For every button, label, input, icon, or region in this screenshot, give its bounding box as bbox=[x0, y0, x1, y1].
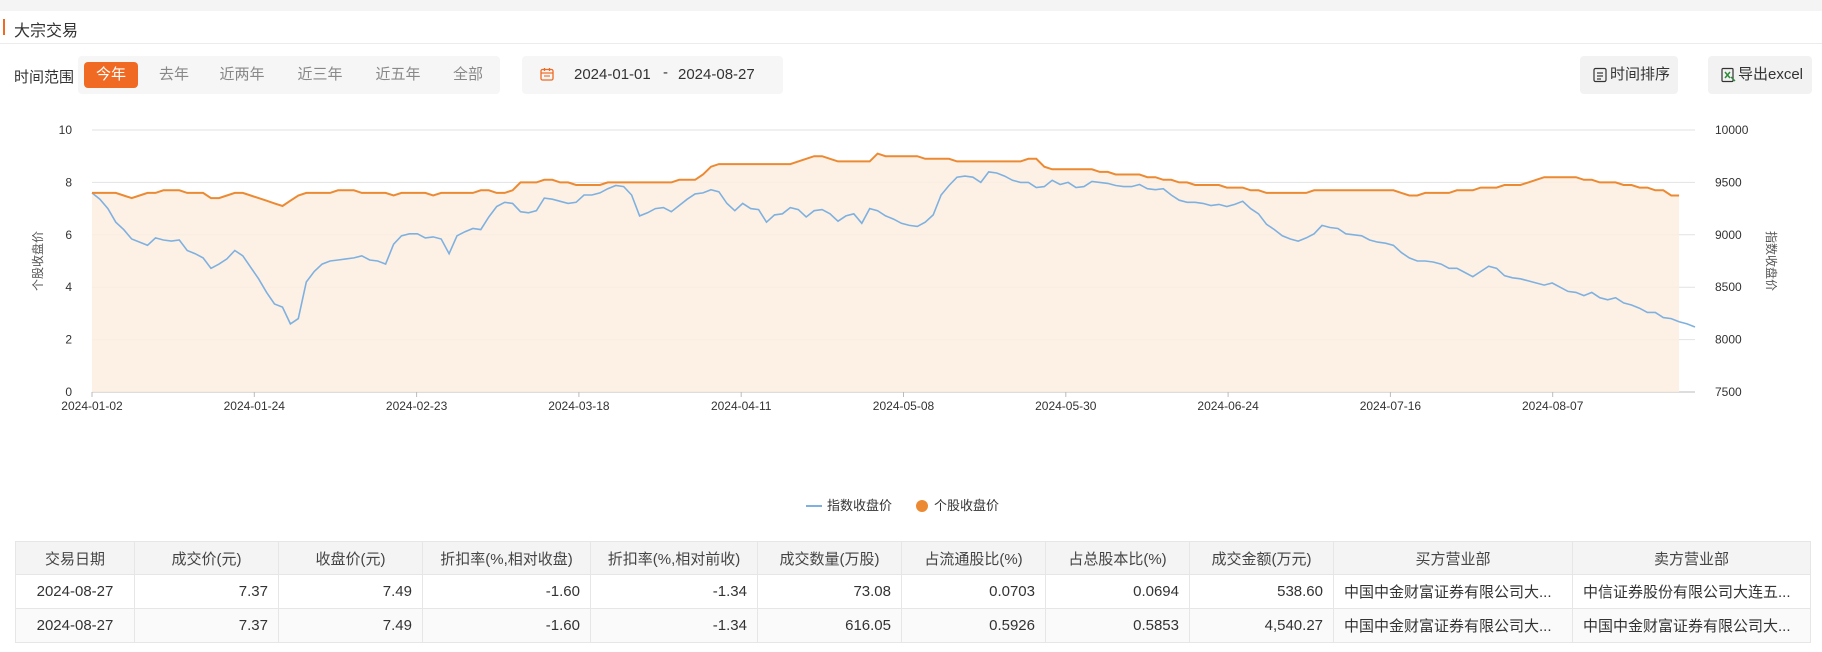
legend-index-label[interactable]: 指数收盘价 bbox=[827, 498, 892, 513]
cell-discount-prev: -1.34 bbox=[590, 574, 758, 609]
chart-legend[interactable]: 指数收盘价 个股收盘价 bbox=[806, 498, 999, 513]
y-right-tick-label: 9500 bbox=[1715, 175, 1742, 189]
time-sort-button[interactable]: 时间排序 bbox=[1580, 56, 1678, 94]
cell-amount: 4,540.27 bbox=[1189, 608, 1334, 643]
y-left-tick-label: 4 bbox=[65, 280, 72, 294]
y-right-tick-label: 8000 bbox=[1715, 333, 1742, 347]
legend-stock-label[interactable]: 个股收盘价 bbox=[934, 498, 999, 513]
cell-float-ratio: 0.5926 bbox=[901, 608, 1046, 643]
excel-icon bbox=[1721, 67, 1736, 83]
cell-seller[interactable]: 中信证券股份有限公司大连五... bbox=[1572, 574, 1811, 609]
y-left-tick-label: 2 bbox=[65, 333, 72, 347]
y-right-tick-label: 10000 bbox=[1715, 123, 1749, 137]
col-discount-close[interactable]: 折扣率(%,相对收盘) bbox=[422, 541, 591, 575]
start-date[interactable]: 2024-01-01 bbox=[574, 66, 651, 83]
y-right-tick-label: 9000 bbox=[1715, 228, 1742, 242]
range-all-button[interactable]: 全部 bbox=[452, 66, 483, 83]
range-three-years-button[interactable]: 近三年 bbox=[297, 66, 343, 83]
cell-close-price: 7.49 bbox=[278, 574, 423, 609]
x-tick-label: 2024-05-30 bbox=[1035, 399, 1097, 413]
block-trade-table: 交易日期 成交价(元) 收盘价(元) 折扣率(%,相对收盘) 折扣率(%,相对前… bbox=[15, 541, 1811, 643]
toolbar: 时间范围 今年 去年 近两年 近三年 近五年 全部 2024-01-01 - 2… bbox=[0, 56, 1822, 94]
time-sort-label: 时间排序 bbox=[1610, 66, 1671, 83]
x-tick-label: 2024-08-07 bbox=[1522, 399, 1584, 413]
table-row: 2024-08-27 7.37 7.49 -1.60 -1.34 616.05 … bbox=[15, 608, 1811, 643]
col-close-price[interactable]: 收盘价(元) bbox=[278, 541, 423, 575]
cell-discount-close: -1.60 bbox=[422, 574, 591, 609]
col-seller[interactable]: 卖方营业部 bbox=[1572, 541, 1811, 575]
y-left-tick-label: 0 bbox=[65, 385, 72, 399]
index-close-line bbox=[91, 171, 1696, 328]
x-tick-label: 2024-02-23 bbox=[386, 399, 448, 413]
cell-trade-price: 7.37 bbox=[134, 574, 279, 609]
range-two-years-button[interactable]: 近两年 bbox=[219, 66, 265, 83]
chart-ticks: 0 7500 2 8000 4 8500 6 9000 8 9500 10 10000 2024-01-… bbox=[59, 123, 1749, 413]
cell-trade-price: 7.37 bbox=[134, 608, 279, 643]
cell-float-ratio: 0.0703 bbox=[901, 574, 1046, 609]
cell-buyer[interactable]: 中国中金财富证券有限公司大... bbox=[1333, 574, 1573, 609]
export-excel-label: 导出excel bbox=[1738, 66, 1804, 83]
range-this-year-button[interactable]: 今年 bbox=[84, 62, 138, 88]
x-tick-label: 2024-01-02 bbox=[61, 399, 123, 413]
range-last-year-button[interactable]: 去年 bbox=[158, 66, 189, 83]
table-row: 2024-08-27 7.37 7.49 -1.60 -1.34 73.08 0… bbox=[15, 574, 1811, 609]
col-volume[interactable]: 成交数量(万股) bbox=[757, 541, 902, 575]
end-date[interactable]: 2024-08-27 bbox=[678, 66, 755, 83]
cell-close-price: 7.49 bbox=[278, 608, 423, 643]
col-trade-price[interactable]: 成交价(元) bbox=[134, 541, 279, 575]
y-left-tick-label: 6 bbox=[65, 228, 72, 242]
cell-seller[interactable]: 中国中金财富证券有限公司大... bbox=[1572, 608, 1811, 643]
section-header: 大宗交易 bbox=[0, 11, 1822, 44]
time-range-label: 时间范围 bbox=[14, 69, 75, 86]
cell-volume: 73.08 bbox=[757, 574, 902, 609]
col-trade-date[interactable]: 交易日期 bbox=[15, 541, 135, 575]
x-tick-label: 2024-04-11 bbox=[711, 399, 772, 413]
section-title: 大宗交易 bbox=[14, 23, 79, 40]
price-chart: 0 7500 2 8000 4 8500 6 9000 8 9500 10 10000 2024-01-… bbox=[30, 123, 1779, 513]
cell-buyer[interactable]: 中国中金财富证券有限公司大... bbox=[1333, 608, 1573, 643]
y-right-tick-label: 8500 bbox=[1715, 280, 1742, 294]
left-axis-title: 个股收盘价 bbox=[30, 231, 45, 291]
cell-total-ratio: 0.5853 bbox=[1045, 608, 1190, 643]
cell-volume: 616.05 bbox=[757, 608, 902, 643]
table-header-row: 交易日期 成交价(元) 收盘价(元) 折扣率(%,相对收盘) 折扣率(%,相对前… bbox=[15, 541, 1811, 575]
cell-discount-prev: -1.34 bbox=[590, 608, 758, 643]
stock-price-area bbox=[92, 153, 1680, 392]
cell-discount-close: -1.60 bbox=[422, 608, 591, 643]
col-float-ratio[interactable]: 占流通股比(%) bbox=[901, 541, 1046, 575]
cell-amount: 538.60 bbox=[1189, 574, 1334, 609]
range-five-years-button[interactable]: 近五年 bbox=[375, 66, 421, 83]
calendar-icon bbox=[540, 68, 554, 81]
x-tick-label: 2024-06-24 bbox=[1197, 399, 1259, 413]
col-total-ratio[interactable]: 占总股本比(%) bbox=[1045, 541, 1190, 575]
col-discount-prev[interactable]: 折扣率(%,相对前收) bbox=[590, 541, 758, 575]
right-axis-title: 指数收盘价 bbox=[1764, 231, 1779, 291]
col-buyer[interactable]: 买方营业部 bbox=[1333, 541, 1573, 575]
y-right-tick-label: 7500 bbox=[1715, 385, 1742, 399]
x-tick-label: 2024-05-08 bbox=[873, 399, 935, 413]
stock-close-line bbox=[92, 152, 1680, 208]
y-left-tick-label: 8 bbox=[65, 175, 72, 189]
sort-icon bbox=[1593, 67, 1607, 83]
x-tick-label: 2024-03-18 bbox=[548, 399, 610, 413]
cell-total-ratio: 0.0694 bbox=[1045, 574, 1190, 609]
y-left-tick-label: 10 bbox=[59, 123, 73, 137]
cell-trade-date: 2024-08-27 bbox=[15, 608, 135, 643]
x-tick-label: 2024-01-24 bbox=[224, 399, 286, 413]
date-separator: - bbox=[663, 64, 668, 81]
top-gap bbox=[0, 0, 1822, 11]
date-range-picker[interactable]: 2024-01-01 - 2024-08-27 bbox=[522, 56, 783, 94]
col-amount[interactable]: 成交金额(万元) bbox=[1189, 541, 1334, 575]
time-range-selector: 今年 去年 近两年 近三年 近五年 全部 bbox=[78, 56, 500, 94]
title-accent-bar bbox=[3, 19, 5, 35]
export-excel-button[interactable]: 导出excel bbox=[1708, 56, 1812, 94]
legend-stock-swatch bbox=[916, 500, 928, 512]
cell-trade-date: 2024-08-27 bbox=[15, 574, 135, 609]
x-tick-label: 2024-07-16 bbox=[1360, 399, 1422, 413]
